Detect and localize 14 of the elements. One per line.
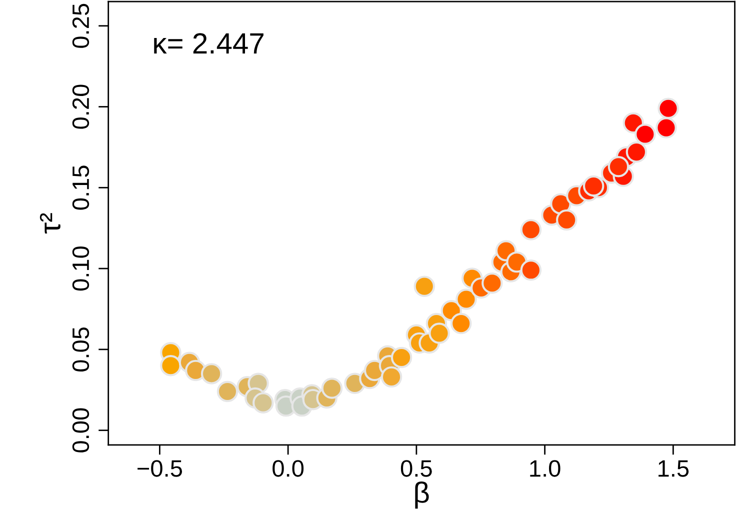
y-tick-label: 0.05 (72, 327, 90, 372)
y-tick-label: 0.00 (72, 408, 90, 452)
x-tick-label: 0.5 (400, 460, 432, 477)
annotation: κ= 2.447 (154, 33, 264, 54)
y-tick-label: 0.25 (72, 4, 90, 48)
y-axis-title: τ² (40, 213, 60, 234)
x-tick-label: −0.5 (138, 460, 182, 477)
x-tick-label: 1.0 (530, 460, 560, 477)
x-axis-title: β (415, 481, 429, 509)
y-tick-label: 0.15 (72, 166, 90, 210)
y-tick-label: 0.20 (72, 84, 90, 129)
y-tick-label: 0.10 (72, 246, 90, 291)
x-tick-label: 1.5 (658, 460, 689, 477)
x-tick-label: 0.0 (272, 460, 304, 477)
